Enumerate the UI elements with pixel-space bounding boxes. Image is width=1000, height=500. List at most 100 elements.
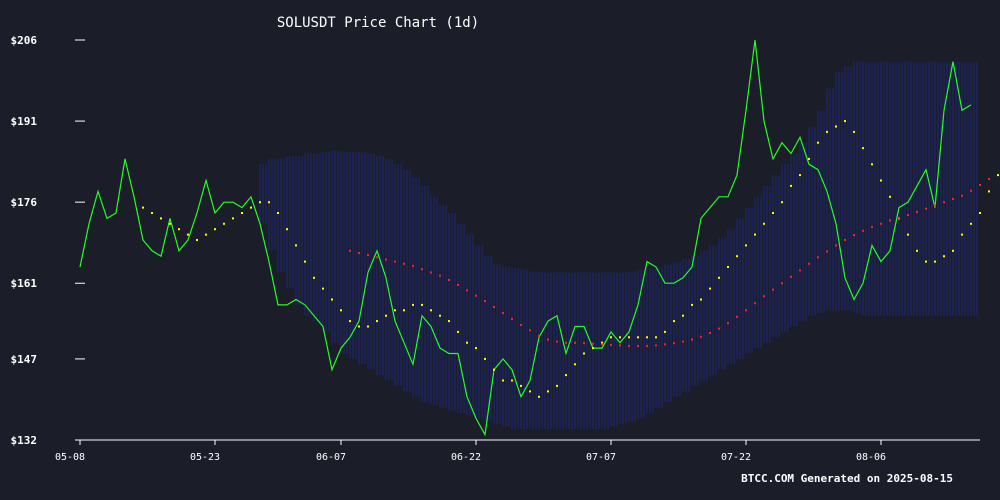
ma-dot-series-2: [772, 288, 774, 291]
ma-dot-series-1: [880, 179, 882, 182]
ma-dot-series-1: [970, 222, 972, 225]
ma-dot-series-2: [448, 279, 450, 281]
ma-dot-series-1: [349, 320, 351, 323]
ma-dot-series-1: [493, 368, 495, 371]
ma-dot-series-2: [673, 342, 675, 345]
ma-dot-series-1: [538, 395, 540, 398]
ma-dot-series-1: [979, 212, 981, 214]
ma-dot-series-2: [700, 335, 702, 338]
ma-dot-series-1: [187, 233, 189, 236]
ma-dot-series-1: [952, 249, 954, 252]
x-tick-label: 07-22: [721, 452, 751, 463]
ma-dot-series-1: [826, 130, 828, 133]
ma-dot-series-1: [583, 352, 585, 355]
ma-dot-series-1: [403, 309, 405, 312]
ma-dot-series-1: [736, 255, 738, 258]
ma-dot-series-1: [997, 174, 999, 177]
x-tick-label: 05-23: [190, 452, 220, 463]
ma-dot-series-2: [880, 222, 882, 225]
ma-dot-series-1: [601, 341, 603, 344]
ma-dot-series-2: [799, 269, 801, 272]
ma-dot-series-1: [196, 239, 198, 241]
ma-dot-series-2: [916, 210, 918, 213]
ma-dot-series-1: [718, 276, 720, 279]
ma-dot-series-2: [664, 343, 666, 346]
ma-dot-series-1: [178, 228, 180, 231]
ma-dot-series-1: [313, 276, 315, 279]
ma-dot-series-2: [826, 250, 828, 253]
ma-dot-series-2: [592, 342, 594, 345]
ma-dot-series-1: [925, 260, 927, 263]
ma-dot-series-2: [763, 295, 765, 298]
y-tick-label: $147: [11, 353, 38, 366]
ma-dot-series-2: [979, 183, 981, 186]
ma-dot-series-1: [367, 325, 369, 328]
ma-dot-series-1: [142, 206, 144, 209]
ma-dot-series-1: [484, 357, 486, 360]
ma-dot-series-2: [502, 312, 504, 314]
ma-dot-series-1: [259, 201, 261, 204]
ma-dot-series-1: [340, 309, 342, 312]
ma-dot-series-1: [709, 287, 711, 290]
ma-dot-series-2: [601, 343, 603, 346]
ma-dot-series-2: [727, 322, 729, 325]
ma-dot-series-2: [493, 306, 495, 308]
ma-dot-series-1: [457, 330, 459, 333]
ma-dot-series-2: [709, 332, 711, 334]
ma-dot-series-1: [304, 260, 306, 263]
ma-dot-series-2: [790, 275, 792, 278]
ma-dot-series-1: [241, 212, 243, 214]
ma-dot-series-1: [619, 336, 621, 339]
ma-dot-series-1: [691, 303, 693, 306]
ma-dot-series-2: [619, 344, 621, 347]
ma-dot-series-1: [430, 309, 432, 312]
ma-dot-series-1: [772, 212, 774, 214]
ma-dot-series-1: [907, 233, 909, 236]
ma-dot-series-1: [871, 163, 873, 166]
ma-dot-series-1: [763, 222, 765, 225]
band-layer: [259, 61, 978, 430]
ma-dot-series-1: [862, 147, 864, 150]
ma-dot-series-2: [439, 274, 441, 277]
ma-dot-series-2: [934, 204, 936, 207]
ma-dot-series-1: [412, 303, 414, 306]
ma-dot-series-2: [358, 252, 360, 254]
ma-dot-series-2: [646, 344, 648, 347]
ma-dot-series-2: [547, 338, 549, 341]
ma-dot-series-2: [988, 177, 990, 180]
x-tick-label: 07-07: [586, 452, 616, 463]
ma-dot-series-1: [475, 347, 477, 350]
ma-dot-series-2: [808, 262, 810, 265]
ma-dot-series-1: [628, 336, 630, 339]
ma-dot-series-2: [385, 258, 387, 261]
ma-dot-series-1: [664, 330, 666, 333]
ma-dot-series-1: [916, 249, 918, 252]
ma-dot-series-1: [277, 212, 279, 214]
y-tick-label: $176: [11, 196, 38, 209]
ma-dot-series-2: [736, 315, 738, 318]
ma-dot-series-2: [835, 244, 837, 247]
ma-dot-series-1: [439, 314, 441, 317]
ma-dot-series-1: [961, 233, 963, 236]
ma-dot-series-1: [673, 320, 675, 323]
axes-layer: $132 $147 $161 $176 $191 $206 05-08 05-23 06-07 0…: [11, 34, 980, 463]
ma-dot-series-1: [781, 201, 783, 204]
ma-dot-series-1: [448, 320, 450, 323]
ma-dot-series-1: [223, 222, 225, 225]
ma-dot-series-1: [250, 206, 252, 209]
ma-dot-series-1: [790, 184, 792, 187]
ma-dot-series-2: [844, 239, 846, 241]
ma-dot-series-1: [376, 320, 378, 323]
ma-dot-series-1: [331, 298, 333, 301]
ma-dot-series-1: [745, 244, 747, 247]
ma-dot-series-2: [421, 268, 423, 271]
ma-dot-series-1: [592, 347, 594, 350]
ma-dot-series-1: [421, 303, 423, 306]
ma-dot-series-2: [430, 271, 432, 274]
ma-dot-series-1: [988, 190, 990, 193]
ma-dot-series-1: [655, 336, 657, 339]
ma-dot-series-1: [853, 130, 855, 133]
ma-dot-series-1: [358, 325, 360, 328]
ma-dot-series-2: [538, 334, 540, 337]
ma-dot-series-1: [943, 255, 945, 258]
